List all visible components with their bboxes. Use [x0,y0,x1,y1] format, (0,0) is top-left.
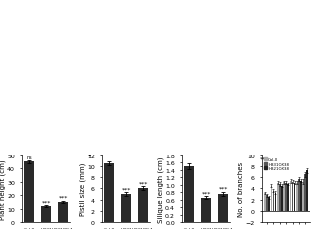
Bar [281,186,283,211]
Bar [306,171,308,211]
Bar [298,180,300,211]
Y-axis label: No. of branches: No. of branches [238,161,244,216]
Text: l: l [256,146,259,155]
Bar [305,174,306,211]
Bar [275,193,276,211]
Y-axis label: Pistil size (mm): Pistil size (mm) [79,162,86,215]
Bar [300,181,302,211]
Text: ***: *** [121,186,131,191]
Bar [104,164,114,222]
Bar [290,181,291,211]
Y-axis label: Silique length (cm): Silique length (cm) [157,155,164,222]
Bar [218,194,228,222]
Text: j: j [88,146,91,155]
Legend: Col-0, HB31OX38, HB21OX38: Col-0, HB31OX38, HB21OX38 [264,157,290,171]
Text: ***: *** [260,156,269,161]
Bar [24,162,34,222]
Bar [292,182,294,211]
Bar [277,183,279,211]
Text: ***: *** [58,195,68,200]
Bar [121,194,131,222]
Bar [58,202,68,222]
Text: ***: *** [218,186,228,191]
Bar [271,186,272,211]
Text: ***: *** [202,190,211,195]
Bar [287,184,289,211]
Bar [283,183,285,211]
Bar [264,193,266,211]
Text: ***: *** [41,199,51,204]
Bar [268,198,270,211]
Bar [294,183,295,211]
Text: i: i [8,146,11,155]
Bar [273,191,274,211]
Bar [296,183,298,211]
Bar [41,206,51,222]
Bar [285,183,287,211]
Bar [279,184,281,211]
Y-axis label: Plant height (cm): Plant height (cm) [0,158,6,219]
Bar [201,198,211,222]
Text: k: k [168,146,174,155]
Text: ***: *** [139,180,148,185]
Text: ns: ns [26,154,32,159]
Bar [302,182,304,211]
Bar [266,195,268,211]
Bar [184,166,194,222]
Bar [138,189,148,222]
